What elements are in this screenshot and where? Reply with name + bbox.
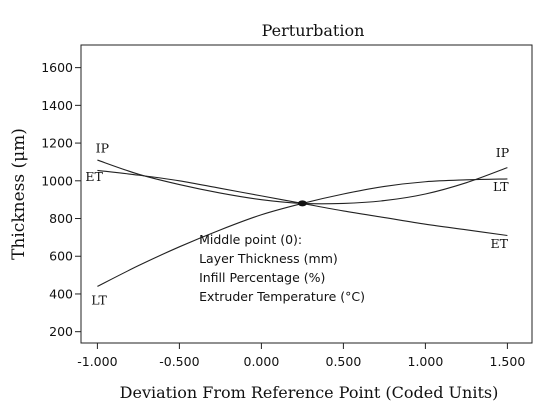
annotation-line: Middle point (0): bbox=[199, 232, 302, 247]
x-axis-label: Deviation From Reference Point (Coded Un… bbox=[120, 383, 499, 402]
y-tick-label: 1400 bbox=[41, 98, 73, 113]
plot-frame bbox=[80, 44, 533, 344]
annotation-box: Middle point (0): Layer Thickness (mm) Inf… bbox=[199, 232, 365, 304]
y-axis: 200 400 600 800 1000 1200 1400 1600 bbox=[41, 60, 81, 339]
y-axis-label: Thickness (μm) bbox=[9, 128, 29, 260]
x-tick-label: 0.000 bbox=[244, 354, 280, 369]
y-tick-label: 400 bbox=[49, 286, 73, 301]
series-label-layer: IP IP ET ET LT LT bbox=[85, 141, 509, 308]
y-tick-label: 1600 bbox=[41, 60, 73, 75]
x-tick-label: 0.500 bbox=[326, 354, 362, 369]
y-tick-label: 200 bbox=[49, 324, 73, 339]
reference-point-marker bbox=[297, 200, 307, 207]
x-tick-label: 1.500 bbox=[490, 354, 526, 369]
series-label-ip: IP bbox=[96, 141, 109, 156]
series-line-ip bbox=[97, 159, 508, 205]
x-axis: -1.000 -0.500 0.000 0.500 1.000 1.500 bbox=[77, 343, 525, 369]
chart-title: Perturbation bbox=[262, 21, 365, 40]
y-tick-label: 800 bbox=[49, 211, 73, 226]
x-tick-label: 1.000 bbox=[408, 354, 444, 369]
x-tick-label: -1.000 bbox=[77, 354, 117, 369]
series-label-et: ET bbox=[85, 169, 103, 184]
series-label-ip: IP bbox=[496, 145, 509, 160]
annotation-line: Layer Thickness (mm) bbox=[199, 251, 338, 266]
annotation-line: Infill Percentage (%) bbox=[199, 270, 325, 285]
series-layer bbox=[97, 159, 508, 287]
annotation-line: Extruder Temperature (°C) bbox=[199, 289, 365, 304]
series-label-lt: LT bbox=[91, 292, 107, 307]
y-tick-label: 600 bbox=[49, 249, 73, 264]
series-label-lt: LT bbox=[493, 179, 509, 194]
y-tick-label: 1200 bbox=[41, 136, 73, 151]
x-tick-label: -0.500 bbox=[159, 354, 199, 369]
y-tick-label: 1000 bbox=[41, 173, 73, 188]
series-label-et: ET bbox=[490, 236, 508, 251]
